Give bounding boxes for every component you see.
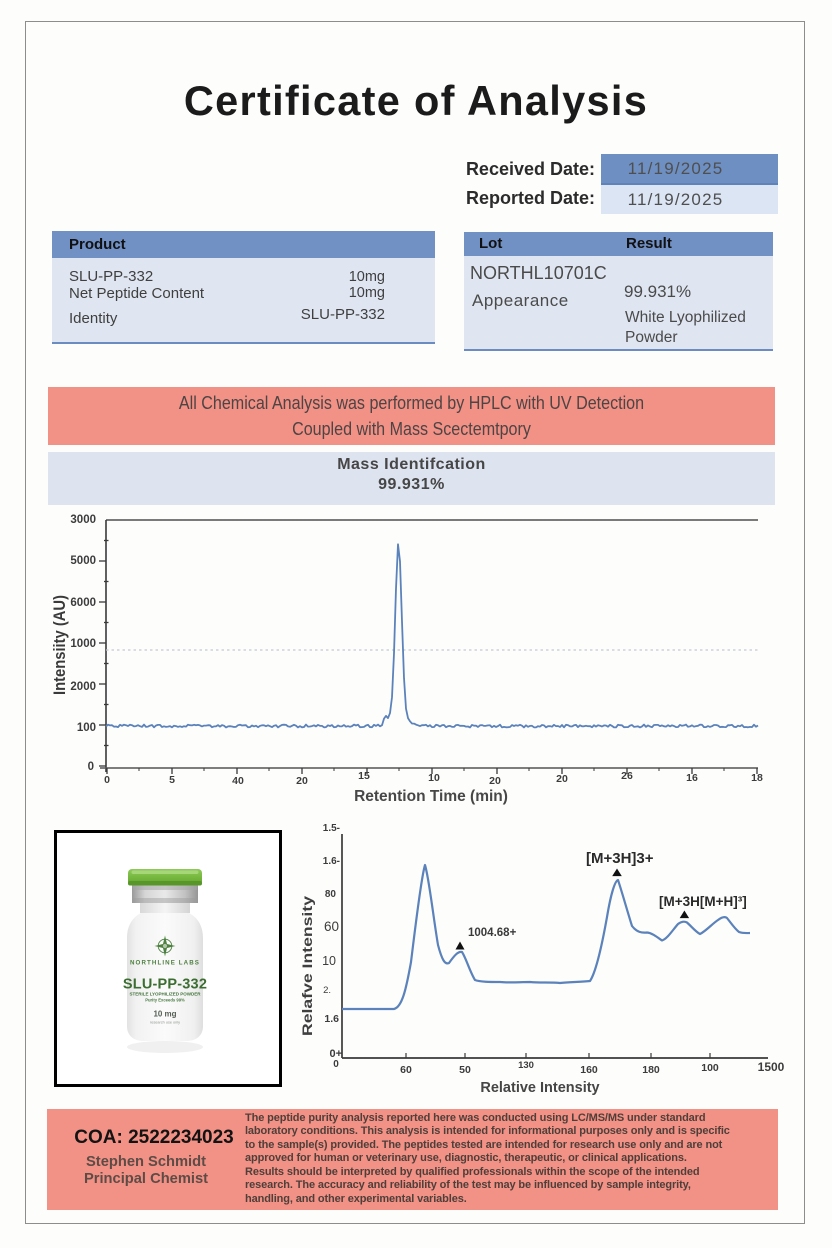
svg-text:60: 60: [324, 919, 339, 934]
svg-text:1.6-: 1.6-: [323, 856, 340, 867]
svg-text:1000: 1000: [70, 638, 96, 650]
svg-text:2000: 2000: [70, 681, 96, 693]
svg-text:20: 20: [556, 773, 568, 785]
svg-text:80: 80: [325, 889, 337, 900]
svg-text:5000: 5000: [70, 555, 96, 567]
svg-text:2.: 2.: [323, 985, 331, 996]
svg-text:20: 20: [296, 775, 308, 787]
svg-text:Intensiity (AU): Intensiity (AU): [50, 595, 69, 695]
svg-text:3000: 3000: [70, 514, 96, 526]
svg-text:40: 40: [232, 775, 244, 787]
svg-text:100: 100: [701, 1062, 719, 1074]
svg-text:1004.68+: 1004.68+: [468, 927, 517, 939]
svg-text:1500: 1500: [758, 1060, 785, 1074]
svg-text:5: 5: [169, 774, 175, 786]
svg-text:Relafve Intensity: Relafve Intensity: [300, 895, 315, 1036]
svg-text:10: 10: [322, 954, 336, 968]
svg-text:0: 0: [104, 774, 110, 786]
svg-text:[M+3H[M+H]³]: [M+3H[M+H]³]: [659, 894, 747, 909]
svg-text:60: 60: [400, 1064, 412, 1076]
svg-text:18: 18: [751, 772, 763, 784]
svg-text:6000: 6000: [70, 597, 96, 609]
svg-text:10 mg: 10 mg: [153, 1010, 176, 1019]
svg-text:26: 26: [621, 770, 633, 782]
svg-text:Relative Intensity: Relative Intensity: [480, 1080, 599, 1096]
svg-text:0+: 0+: [329, 1048, 342, 1060]
svg-text:15: 15: [358, 770, 370, 782]
svg-text:100: 100: [77, 722, 96, 734]
svg-text:1.5-: 1.5-: [323, 823, 340, 834]
svg-text:STERILE LYOPHILIZED POWDER: STERILE LYOPHILIZED POWDER: [129, 992, 201, 997]
svg-text:180: 180: [642, 1064, 660, 1076]
svg-text:Purity Exceeds 99%: Purity Exceeds 99%: [145, 998, 185, 1003]
svg-text:10: 10: [428, 772, 440, 784]
svg-text:0: 0: [333, 1059, 339, 1070]
svg-text:SLU-PP-332: SLU-PP-332: [123, 977, 207, 993]
svg-text:160: 160: [580, 1064, 598, 1076]
svg-text:16: 16: [686, 772, 698, 784]
svg-text:[M+3H]3+: [M+3H]3+: [586, 850, 654, 867]
svg-text:20: 20: [489, 775, 501, 787]
svg-text:130: 130: [518, 1060, 534, 1071]
svg-text:1.6: 1.6: [324, 1013, 339, 1025]
svg-text:0: 0: [88, 761, 94, 773]
svg-text:50: 50: [459, 1064, 471, 1076]
svg-text:research use only: research use only: [150, 1021, 180, 1025]
svg-text:NORTHLINE LABS: NORTHLINE LABS: [130, 960, 200, 967]
svg-text:Retention Time (min): Retention Time (min): [354, 788, 508, 805]
